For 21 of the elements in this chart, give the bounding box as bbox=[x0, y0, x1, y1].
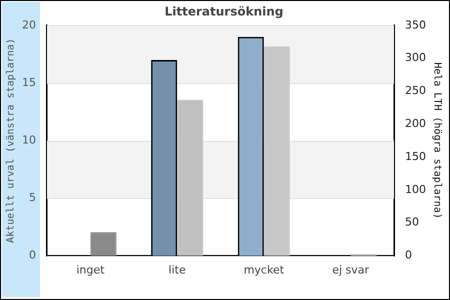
y2-tick-label: 350 bbox=[405, 18, 426, 32]
x-tick-label: inget bbox=[76, 263, 106, 276]
y2-tick-label: 0 bbox=[405, 248, 412, 262]
y-tick-label: 0 bbox=[28, 248, 36, 262]
y2-tick-label: 200 bbox=[405, 117, 426, 130]
y-axis-title: Aktuellt urval (vänstra staplarna) bbox=[6, 38, 17, 243]
y2-tick-label: 100 bbox=[405, 182, 426, 196]
y2-tick-label: 150 bbox=[405, 150, 426, 163]
y-tick-label: 10 bbox=[22, 133, 36, 146]
y-tick-label: 15 bbox=[22, 76, 36, 89]
x-tick-label: lite bbox=[168, 263, 186, 276]
x-tick-label: mycket bbox=[244, 263, 285, 276]
y2-tick-label: 50 bbox=[405, 216, 420, 229]
y-tick-label: 20 bbox=[22, 18, 36, 32]
y2-tick-label: 250 bbox=[405, 84, 426, 98]
bar bbox=[90, 232, 116, 256]
y2-axis-title: Hela LTH (högra staplarna) bbox=[431, 62, 442, 219]
x-tick-label: ej svar bbox=[332, 263, 370, 276]
y-tick-label: 5 bbox=[28, 191, 36, 204]
chart-title: Litteratursökning bbox=[164, 4, 284, 18]
y2-tick-label: 300 bbox=[405, 51, 426, 64]
